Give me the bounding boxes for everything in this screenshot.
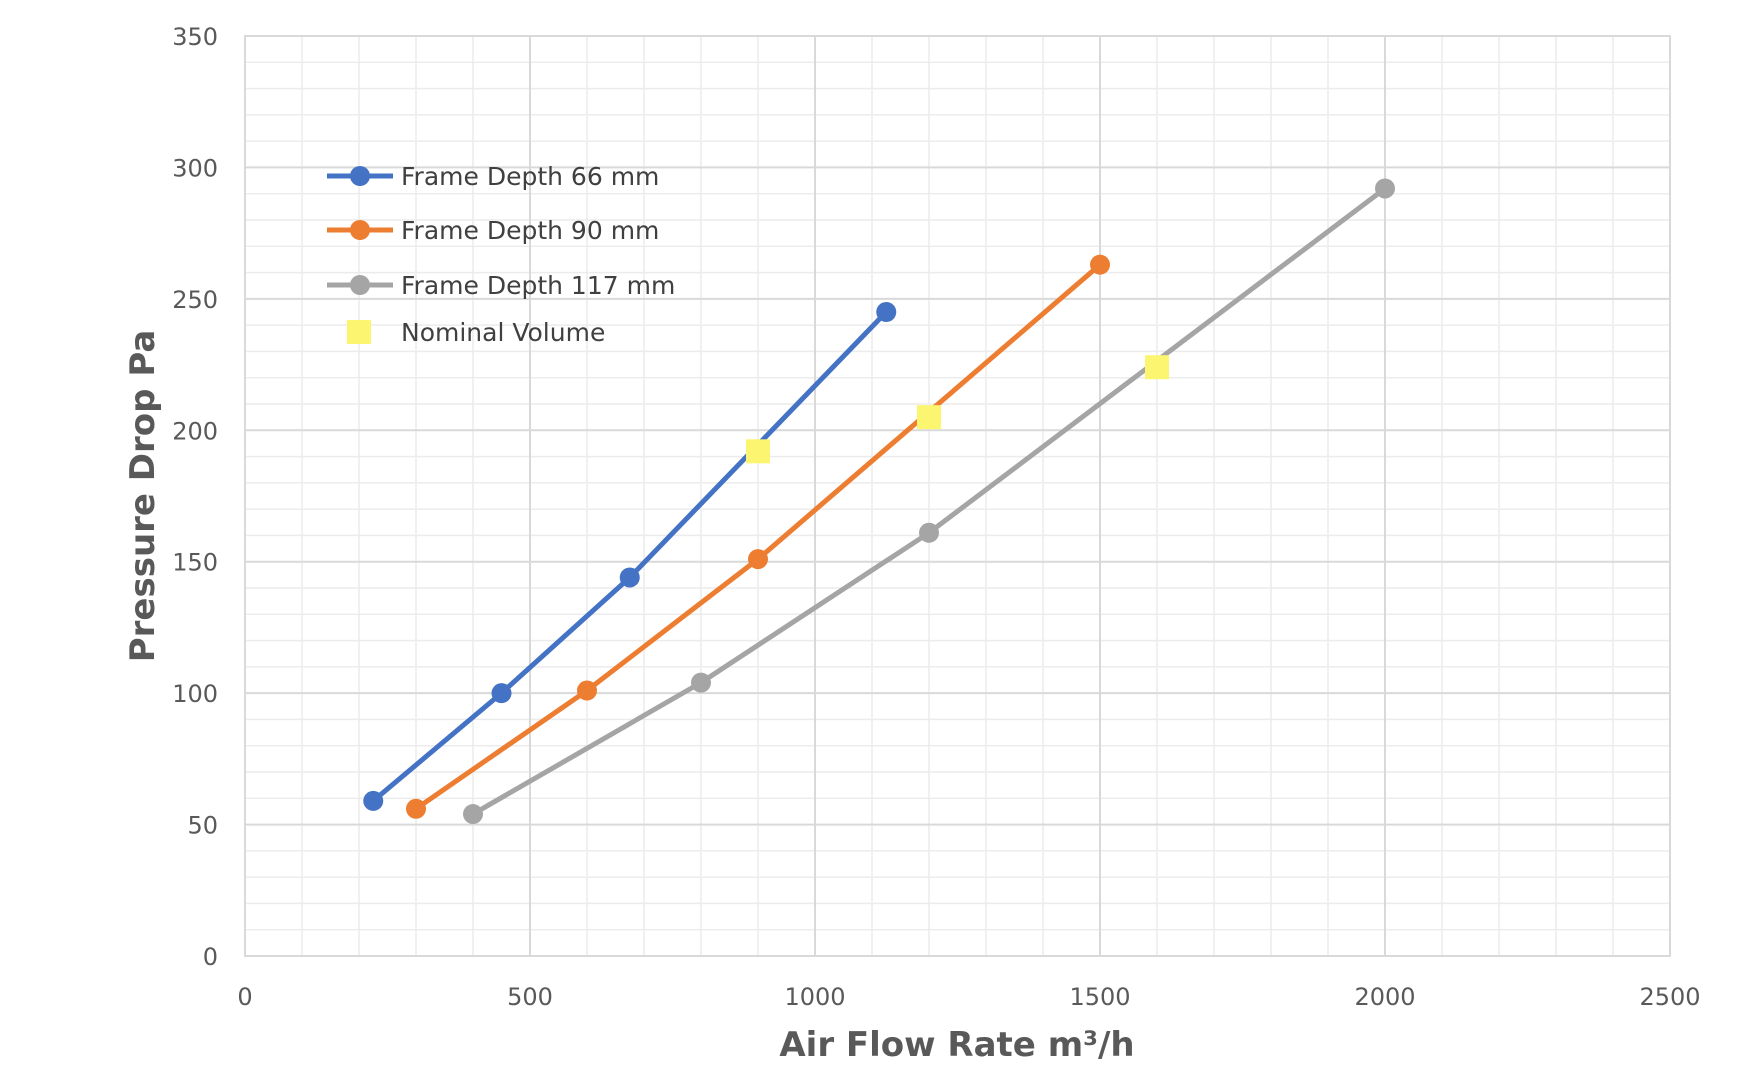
y-tick-label: 50 <box>187 812 218 840</box>
legend-item: Frame Depth 66 mm <box>327 162 659 191</box>
data-point <box>491 683 512 704</box>
y-axis-title: Pressure Drop Pa <box>123 330 163 663</box>
x-tick-label: 1500 <box>1069 983 1130 1011</box>
data-point <box>406 798 426 819</box>
data-point <box>363 790 384 811</box>
data-point <box>748 549 768 570</box>
series-4 <box>746 355 1169 464</box>
data-point <box>919 522 939 543</box>
data-point <box>1375 178 1395 199</box>
x-tick-label: 1000 <box>784 983 845 1011</box>
y-tick-label: 200 <box>172 417 218 445</box>
y-tick-label: 250 <box>172 286 218 314</box>
legend: Frame Depth 66 mm Frame Depth 90 mm Frame … <box>327 162 675 347</box>
legend-label: Frame Depth 117 mm <box>401 271 675 300</box>
plot-area-border <box>244 35 1671 957</box>
data-point-square <box>746 439 770 464</box>
legend-item: Frame Depth 90 mm <box>327 216 659 245</box>
data-point-square <box>917 405 941 430</box>
data-point <box>619 567 640 588</box>
y-tick-label: 0 <box>203 943 218 971</box>
series-layer <box>363 178 1395 825</box>
x-axis-tick-labels: 0 500 1000 1500 2000 2500 <box>237 983 1700 1011</box>
y-tick-label: 350 <box>172 23 218 51</box>
legend-marker <box>350 166 370 186</box>
y-axis-tick-labels: 0 50 100 150 200 250 300 350 <box>172 23 218 971</box>
legend-item: Frame Depth 117 mm <box>327 271 675 300</box>
series-line <box>370 309 889 804</box>
minor-gridlines <box>245 36 1670 956</box>
y-tick-label: 300 <box>172 154 218 182</box>
data-point <box>691 672 711 693</box>
x-tick-label: 0 <box>237 983 252 1011</box>
legend-label: Frame Depth 90 mm <box>401 216 659 245</box>
data-point <box>463 804 483 825</box>
x-tick-label: 500 <box>507 983 553 1011</box>
y-tick-label: 100 <box>172 680 218 708</box>
major-gridlines <box>245 36 1670 956</box>
legend-item: Nominal Volume <box>347 318 605 347</box>
legend-marker <box>347 320 371 344</box>
y-tick-label: 150 <box>172 549 218 577</box>
legend-label: Frame Depth 66 mm <box>401 162 659 191</box>
data-point <box>1090 254 1110 275</box>
x-tick-label: 2000 <box>1354 983 1415 1011</box>
legend-marker <box>350 220 370 240</box>
data-point-square <box>1145 355 1169 380</box>
data-point <box>577 680 597 701</box>
legend-marker <box>350 275 370 295</box>
legend-label: Nominal Volume <box>401 318 605 347</box>
x-axis-title: Air Flow Rate m³/h <box>779 1025 1134 1065</box>
x-tick-label: 2500 <box>1639 983 1700 1011</box>
data-point <box>876 302 897 322</box>
